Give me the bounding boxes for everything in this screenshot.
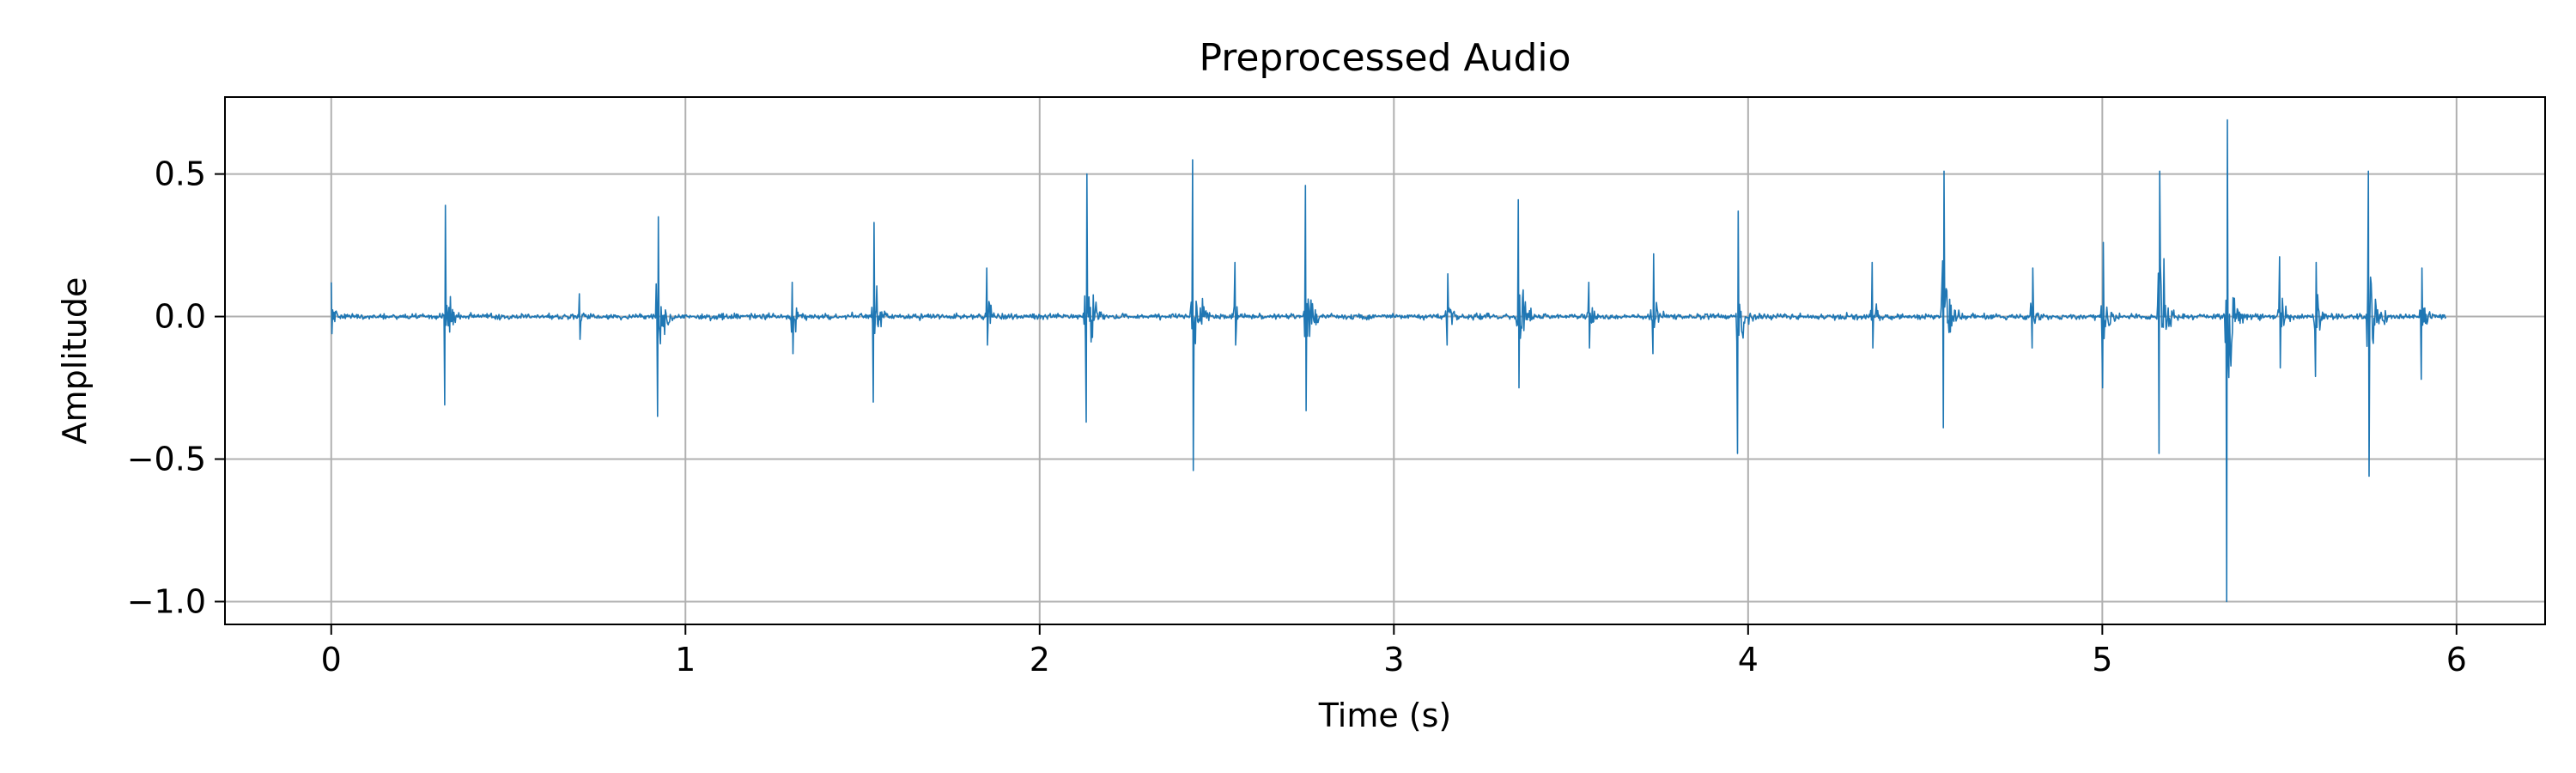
x-tick-label: 2 bbox=[1030, 641, 1050, 679]
y-tick-label: 0.5 bbox=[155, 155, 206, 193]
plot-frame bbox=[224, 96, 2546, 625]
y-tick-label: 0.0 bbox=[155, 298, 206, 336]
y-tick-label: −1.0 bbox=[127, 582, 206, 620]
x-tick-label: 1 bbox=[675, 641, 696, 679]
tick-layer: 0 1 2 3 4 5 6 −1.0 −0.5 0.0 0.5 bbox=[127, 155, 2467, 679]
x-tick-label: 4 bbox=[1738, 641, 1759, 679]
y-tick-label: −0.5 bbox=[127, 441, 206, 478]
waveform-layer bbox=[331, 119, 2447, 603]
x-tick-label: 5 bbox=[2092, 641, 2112, 679]
chart-title: Preprocessed Audio bbox=[1199, 36, 1571, 80]
x-axis-label: Time (s) bbox=[1318, 697, 1452, 734]
x-tick-label: 3 bbox=[1383, 641, 1404, 679]
waveform-series-line bbox=[331, 119, 2447, 603]
x-tick-label: 0 bbox=[321, 641, 342, 679]
x-tick-label: 6 bbox=[2446, 641, 2467, 679]
y-axis-label: Amplitude bbox=[56, 277, 94, 445]
